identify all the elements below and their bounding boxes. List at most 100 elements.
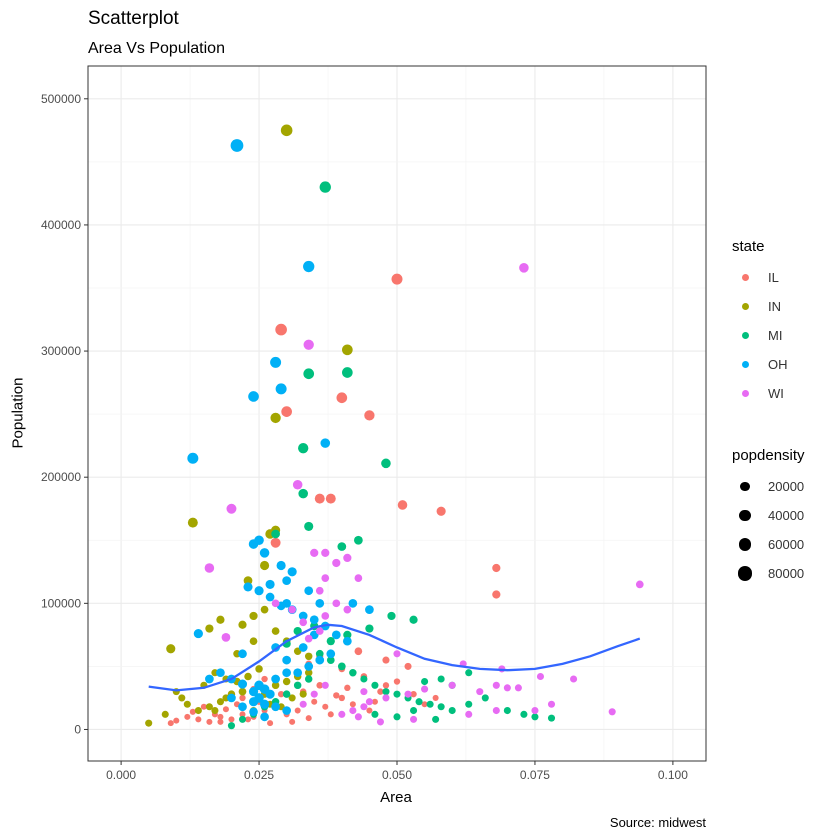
point-in: [280, 124, 293, 137]
point-oh: [216, 668, 225, 678]
legend-size-swatch: [738, 538, 752, 551]
point-in: [249, 637, 258, 646]
point-oh: [237, 679, 248, 689]
point-mi: [360, 675, 368, 683]
x-tick-label: 0.100: [658, 768, 688, 782]
chart-title: Scatterplot: [88, 8, 179, 29]
point-in: [249, 611, 258, 621]
point-oh: [282, 655, 291, 665]
point-oh: [293, 668, 303, 678]
point-il: [382, 682, 390, 689]
point-wi: [321, 681, 329, 689]
point-mi: [342, 367, 353, 378]
point-oh: [276, 560, 286, 571]
point-il: [281, 406, 292, 417]
point-il: [267, 720, 274, 727]
point-oh: [320, 438, 331, 448]
point-mi: [371, 710, 379, 718]
point-oh: [259, 699, 270, 709]
point-mi: [410, 706, 418, 715]
x-tick-label: 0.000: [106, 768, 136, 782]
point-il: [382, 656, 390, 664]
point-in: [178, 694, 186, 702]
point-wi: [382, 694, 390, 702]
legend-state-title: state: [732, 238, 765, 255]
point-oh: [248, 539, 259, 549]
point-mi: [319, 181, 331, 193]
point-mi: [315, 649, 324, 658]
legend-size-swatch: [739, 509, 751, 522]
axes: 0.000 0.025 0.050 0.075 0.100 0 100000 200000 30…: [41, 65, 707, 782]
point-mi: [426, 700, 434, 708]
point-il: [217, 718, 224, 725]
point-wi: [303, 339, 314, 350]
point-il: [322, 703, 329, 710]
legend-size-item: 80000: [732, 559, 805, 588]
point-wi: [531, 706, 539, 715]
point-in: [145, 719, 153, 727]
point-oh: [282, 576, 291, 585]
point-il: [391, 273, 403, 285]
chart-caption: Source: midwest: [609, 815, 706, 830]
point-oh: [205, 674, 214, 684]
point-oh: [249, 707, 258, 717]
point-il: [277, 690, 285, 698]
point-mi: [303, 368, 315, 380]
point-in: [216, 698, 224, 706]
point-mi: [381, 458, 391, 469]
point-il: [397, 500, 408, 510]
point-mi: [432, 715, 440, 723]
point-il: [275, 323, 287, 336]
point-il: [314, 493, 325, 504]
point-il: [436, 506, 446, 516]
point-in: [216, 615, 225, 624]
point-mi: [238, 715, 247, 723]
point-mi: [271, 529, 280, 539]
legend-size-item: 20000: [732, 472, 805, 501]
x-tick-label: 0.075: [520, 768, 550, 782]
point-wi: [226, 503, 237, 514]
point-wi: [421, 685, 429, 693]
point-oh: [282, 668, 291, 678]
point-mi: [520, 710, 528, 718]
legend-label: IN: [768, 299, 781, 314]
point-wi: [354, 574, 363, 582]
point-mi: [337, 662, 346, 671]
point-il: [239, 694, 246, 702]
point-wi: [376, 718, 384, 726]
legend-label: IL: [768, 270, 779, 285]
point-il: [377, 688, 384, 695]
point-oh: [243, 582, 253, 592]
point-mi: [547, 714, 556, 722]
point-wi: [448, 681, 456, 689]
point-wi: [465, 710, 473, 718]
y-axis-label: Population: [9, 377, 27, 449]
y-tick-label: 400000: [41, 218, 81, 232]
point-wi: [503, 684, 511, 692]
point-il: [492, 563, 501, 573]
point-il: [432, 694, 439, 701]
point-mi: [354, 535, 363, 545]
point-in: [211, 706, 219, 715]
point-mi: [343, 630, 352, 639]
x-tick-label: 0.050: [382, 768, 412, 782]
point-il: [189, 708, 196, 715]
point-in: [271, 627, 280, 635]
smooth-trend: [148, 623, 641, 692]
x-tick-label: 0.025: [244, 768, 274, 782]
point-in: [187, 517, 198, 528]
point-il: [289, 718, 296, 725]
point-oh: [298, 611, 308, 621]
point-oh: [271, 674, 280, 684]
point-il: [244, 716, 252, 723]
point-in: [238, 620, 247, 629]
point-wi: [536, 672, 545, 681]
point-wi: [310, 690, 318, 698]
point-il: [316, 681, 324, 689]
point-mi: [481, 694, 489, 702]
legend-popdensity-title: popdensity: [732, 447, 805, 464]
point-wi: [321, 574, 330, 582]
point-in: [259, 560, 270, 571]
point-wi: [635, 580, 644, 589]
point-in: [260, 605, 269, 614]
